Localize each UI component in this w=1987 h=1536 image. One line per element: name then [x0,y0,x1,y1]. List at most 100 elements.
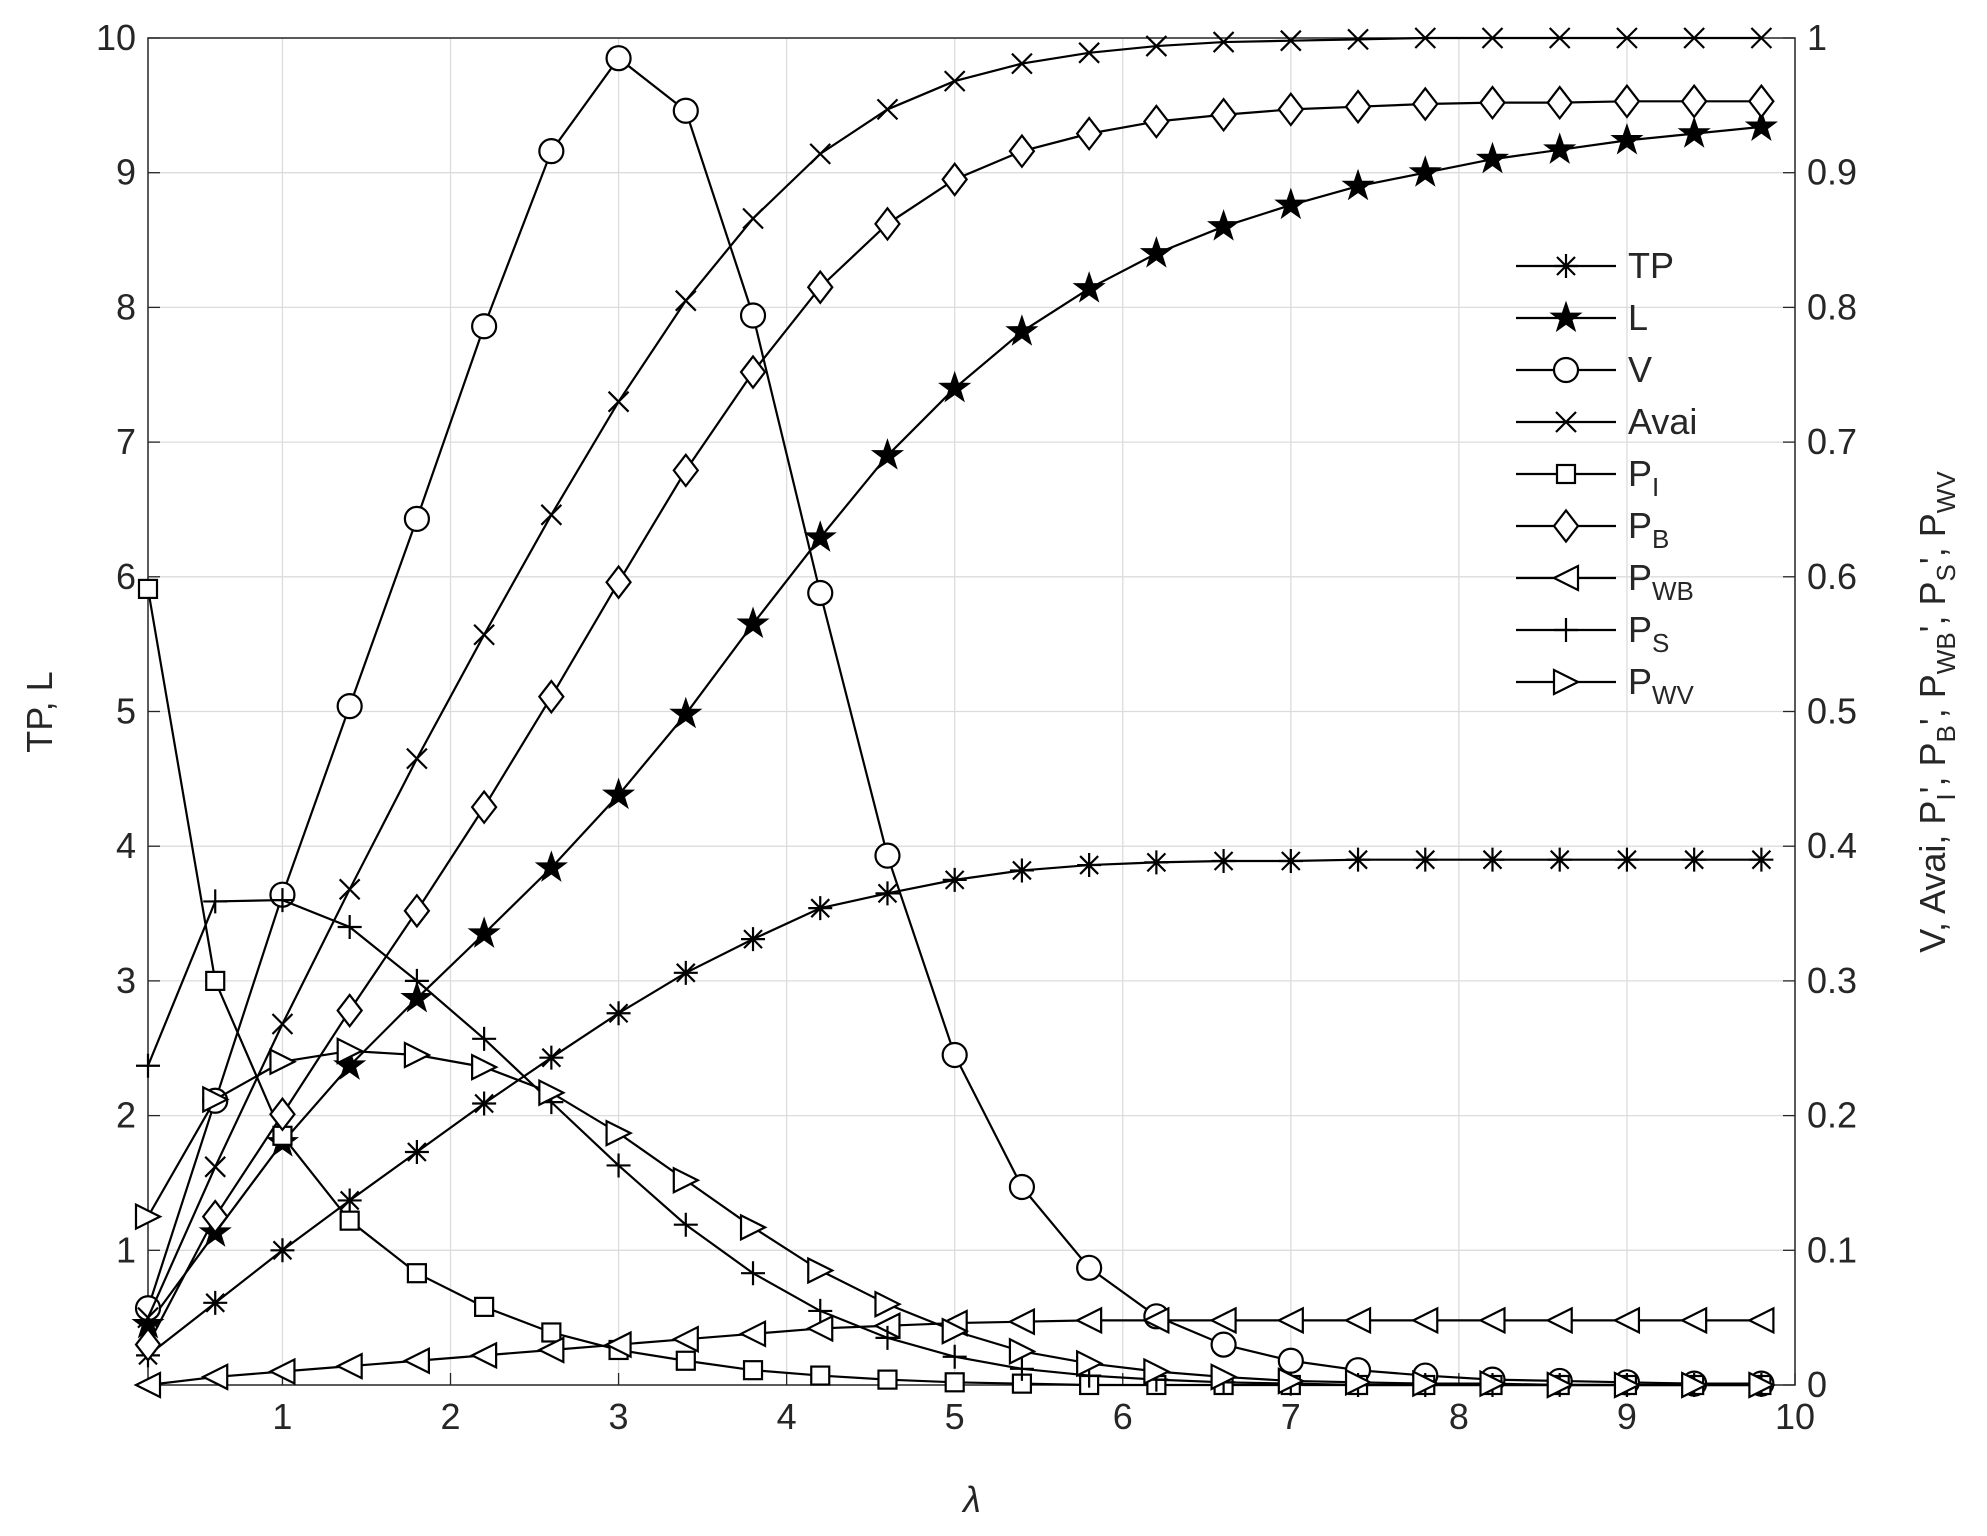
marker [1011,52,1033,75]
x-tick-label: 9 [1617,1396,1637,1437]
marker [742,207,764,230]
marker [672,452,700,488]
marker-shape [338,878,361,901]
marker [741,1261,766,1286]
plot-frame [147,37,1796,1386]
marker-shape [675,289,697,312]
y2-tick-label: 1 [1807,17,1827,58]
marker [1478,1306,1506,1335]
marker-shape [1144,850,1169,875]
marker-shape [1009,858,1034,883]
marker-shape [402,1346,430,1375]
marker-shape [675,1350,696,1371]
marker-shape [1344,1368,1373,1397]
marker-shape [1274,187,1308,220]
y2-label-sub: WB [1931,632,1961,674]
marker [1005,314,1039,346]
marker-shape [1346,847,1371,872]
marker-shape [203,1290,228,1315]
marker-shape [471,1053,499,1081]
legend-label: PB [1628,505,1669,554]
marker-shape [202,1085,230,1114]
marker [1008,1173,1036,1201]
marker [806,269,834,305]
marker [472,1091,497,1116]
marker-shape [1552,508,1580,544]
marker-shape [1478,1306,1506,1335]
marker [1207,209,1241,241]
y-tick-label: 9 [116,152,136,193]
legend-text: Avai [1628,401,1697,442]
marker-shape [876,98,899,121]
marker-shape [672,97,699,124]
marker-shape [1555,463,1577,485]
marker-shape [807,1256,835,1285]
marker-shape [941,1317,970,1345]
marker-shape [1410,1306,1439,1335]
marker [1748,83,1775,119]
marker-shape [938,370,972,403]
marker-shape [874,842,901,869]
marker-shape [201,1199,229,1235]
marker [876,98,899,121]
marker-shape [1551,564,1580,592]
marker-shape [806,269,834,305]
marker [134,1327,162,1362]
marker [1552,356,1580,384]
x-tick-label: 8 [1449,1396,1469,1437]
marker [1750,27,1773,49]
marker [1210,97,1237,133]
marker [1543,132,1577,164]
marker-shape [739,354,767,390]
marker-shape [673,1212,698,1237]
y-tick-label: 7 [116,421,136,462]
marker [1344,1368,1373,1397]
marker-shape [741,927,766,952]
y2-label-text: V, Avai, P [1912,801,1953,953]
marker [672,1166,701,1195]
marker [1209,1306,1237,1335]
marker-shape [1682,847,1707,872]
marker-shape [1481,27,1504,49]
marker [337,915,362,940]
marker-shape [406,747,428,770]
y2-label-sub: WV [1931,471,1961,514]
marker [1480,847,1505,872]
marker [1142,104,1170,139]
marker [1555,463,1577,485]
marker-shape [1072,271,1106,303]
marker [335,1352,363,1380]
marker [810,1365,831,1386]
marker [1555,411,1577,433]
marker [807,1256,835,1285]
marker [472,1026,497,1051]
legend-text: P [1628,609,1652,650]
marker [601,777,636,810]
marker [402,1346,430,1375]
marker-shape [1207,209,1241,241]
marker-shape [470,789,498,825]
marker-shape [808,896,833,921]
y2-tick-label: 0.1 [1807,1229,1857,1270]
marker [1210,1363,1239,1391]
marker [1009,858,1034,883]
marker-shape [404,968,429,993]
marker [675,289,697,312]
y2-label-sub: I [1931,793,1961,800]
marker [1343,1306,1372,1335]
marker [669,696,703,729]
marker [269,1096,296,1132]
marker-shape [133,1371,162,1399]
marker-shape [1210,97,1237,133]
marker [1748,1371,1776,1399]
marker-shape [1412,1369,1440,1398]
marker [200,1363,229,1391]
marker-shape [1141,1306,1170,1335]
marker-shape [1210,1331,1237,1358]
marker-shape [1548,27,1571,49]
marker-shape [943,70,966,92]
marker-shape [1005,314,1039,346]
marker-shape [1411,86,1439,122]
y2-tick-label: 0.3 [1807,960,1857,1001]
marker-shape [1341,168,1375,201]
